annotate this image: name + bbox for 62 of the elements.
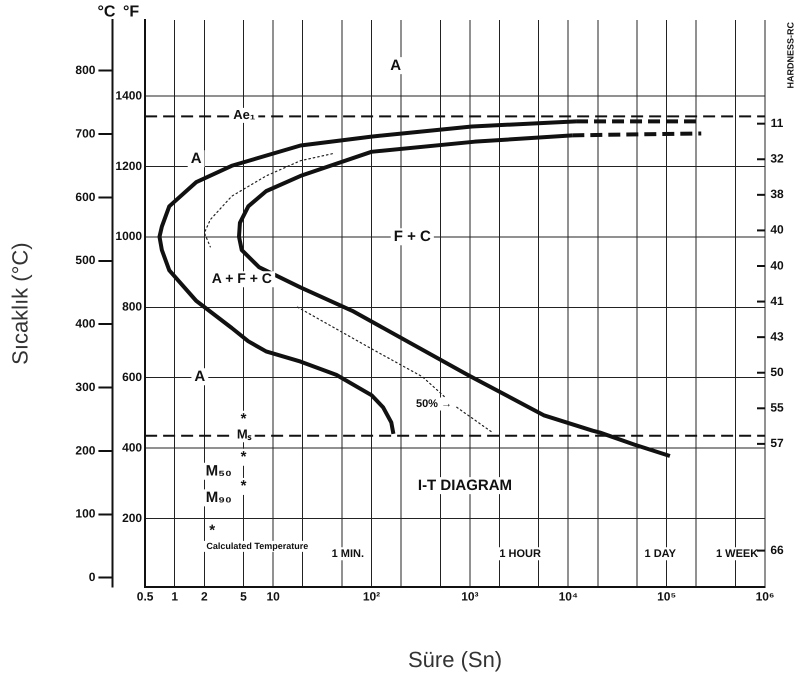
x-tick-label: 10² bbox=[362, 590, 380, 604]
annotation: A bbox=[190, 150, 202, 167]
text: °C bbox=[97, 3, 116, 20]
y-tick-label: 500 bbox=[75, 253, 96, 268]
y2-tick-label: 1400 bbox=[115, 88, 142, 102]
annotation: I-T DIAGRAM bbox=[418, 476, 512, 494]
ref-line-label: Ae₁ bbox=[233, 106, 256, 122]
y-tick-label: 700 bbox=[75, 126, 96, 140]
text: 66 bbox=[770, 542, 784, 557]
annotation: A bbox=[194, 368, 206, 385]
text: 57 bbox=[770, 436, 784, 450]
x-tick-label: 10⁴ bbox=[558, 590, 578, 604]
x-tick-label: 0.5 bbox=[136, 590, 154, 604]
y-tick-label: 200 bbox=[75, 443, 96, 458]
annotation: A bbox=[390, 56, 402, 74]
y-tick-label: 600 bbox=[75, 190, 96, 204]
annotation: 50% → bbox=[416, 398, 452, 410]
text: 41 bbox=[770, 294, 784, 308]
y-axis-title: Sıcaklık (°C) bbox=[7, 242, 32, 365]
text: 43 bbox=[770, 329, 784, 344]
y2-tick-label: 600 bbox=[122, 370, 142, 384]
annotation: 1 HOUR bbox=[499, 548, 541, 560]
y2-tick-label: 400 bbox=[122, 440, 142, 454]
annotation: 1 DAY bbox=[644, 548, 677, 560]
y-tick-label: 300 bbox=[75, 380, 96, 394]
annotation: Calculated Temperature bbox=[206, 540, 308, 551]
annotation: F + C bbox=[394, 228, 432, 245]
annotation: M₉₀ bbox=[206, 488, 232, 506]
y2-tick-label: 1000 bbox=[115, 229, 142, 244]
y-tick-label: 100 bbox=[75, 506, 96, 521]
text: 32 bbox=[770, 152, 784, 166]
annotation: * bbox=[240, 410, 247, 428]
y2-tick-label: 800 bbox=[122, 300, 142, 314]
y-tick-label: 400 bbox=[75, 316, 96, 331]
text: 50 bbox=[770, 365, 784, 380]
y2-axis-title: °F bbox=[123, 3, 140, 20]
y3-axis-title: HARDNESS-RC bbox=[785, 22, 796, 89]
annotation: * bbox=[240, 448, 247, 466]
text: 11 bbox=[770, 116, 784, 130]
x-axis-title: Süre (Sn) bbox=[408, 646, 502, 672]
text: 40 bbox=[770, 258, 784, 272]
annotation: 1 MIN. bbox=[332, 548, 364, 560]
x-tick-label: 5 bbox=[240, 590, 248, 604]
annotation: A + F + C bbox=[212, 270, 272, 286]
x-tick-label: 10⁵ bbox=[657, 590, 676, 604]
annotation: M₅₀ bbox=[206, 462, 232, 480]
x-tick-label: 10 bbox=[266, 590, 280, 604]
text: 55 bbox=[770, 400, 784, 415]
x-tick-label: 10³ bbox=[461, 590, 479, 604]
annotation: 1 WEEK bbox=[716, 548, 758, 560]
ref-line-label: Mₛ bbox=[236, 426, 252, 442]
x-tick-label: 2 bbox=[201, 590, 208, 604]
annotation: * bbox=[209, 522, 216, 539]
text: 40 bbox=[770, 222, 784, 237]
x-tick-label: 1 bbox=[171, 590, 178, 604]
x-tick-label: 10⁶ bbox=[756, 590, 774, 604]
y2-tick-label: 1200 bbox=[115, 158, 142, 173]
annotation: * bbox=[240, 478, 247, 495]
text: 38 bbox=[770, 187, 784, 202]
y-tick-label: 800 bbox=[75, 63, 96, 78]
y-tick-label: 0 bbox=[88, 570, 96, 584]
y2-tick-label: 200 bbox=[122, 510, 142, 525]
